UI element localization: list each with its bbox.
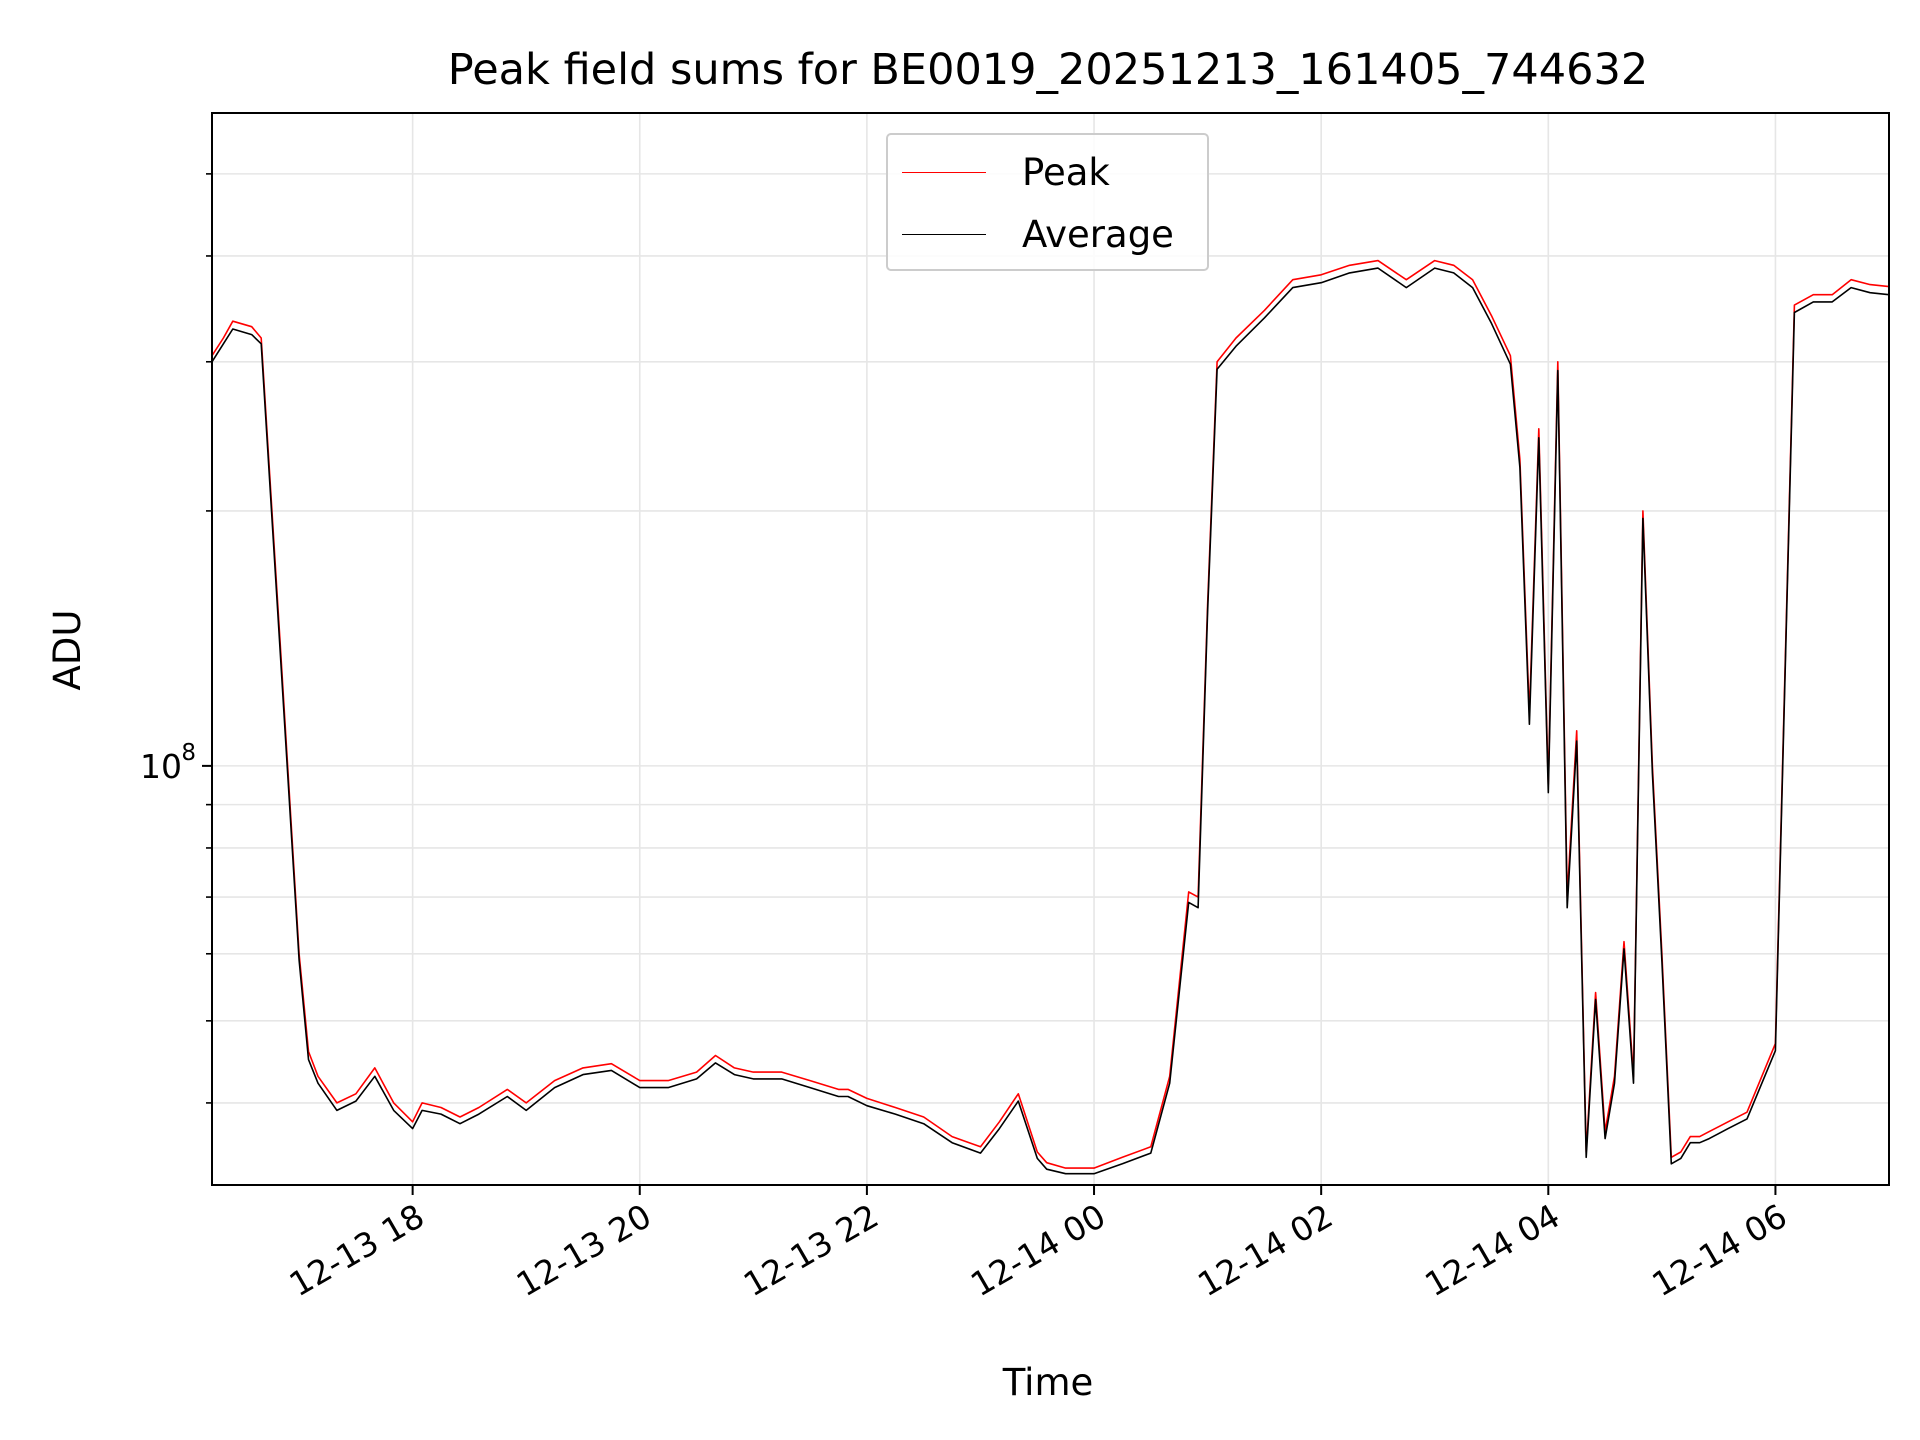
y-axis-label: ADU [46,610,89,691]
x-tick-label: 12-13 18 [283,1196,431,1304]
x-tick-label: 12-14 04 [1418,1196,1566,1304]
x-tick-label: 12-14 00 [964,1196,1112,1304]
series-line-average [211,267,1890,1175]
chart-legend: Peak Average [886,133,1209,271]
legend-swatch-peak [902,171,986,173]
x-tick-label: 12-13 22 [737,1196,885,1304]
series-line-peak [211,259,1890,1169]
x-tick-label: 12-13 20 [510,1196,658,1304]
grid-lines [212,113,1889,1185]
plot-frame [211,112,1890,1186]
x-tick-label: 12-14 06 [1645,1196,1793,1304]
legend-label-peak: Peak [1022,150,1110,194]
legend-entry-peak: Peak [902,150,1110,194]
series-layer [211,259,1890,1175]
chart-title: Peak field sums for BE0019_20251213_1614… [448,45,1648,95]
y-tick-label: 10 [140,747,182,786]
legend-swatch-average [902,233,986,235]
legend-label-average: Average [1022,212,1174,256]
y-tick-exponent: 8 [181,740,196,766]
legend-entry-average: Average [902,212,1174,256]
x-axis-label: Time [1002,1361,1094,1404]
x-axis-ticks: 12-13 18 12-13 20 12-13 22 12-14 00 12-14 02… [283,1185,1793,1304]
x-tick-label: 12-14 02 [1191,1196,1339,1304]
y-axis-ticks: 10 8 [140,173,212,1104]
